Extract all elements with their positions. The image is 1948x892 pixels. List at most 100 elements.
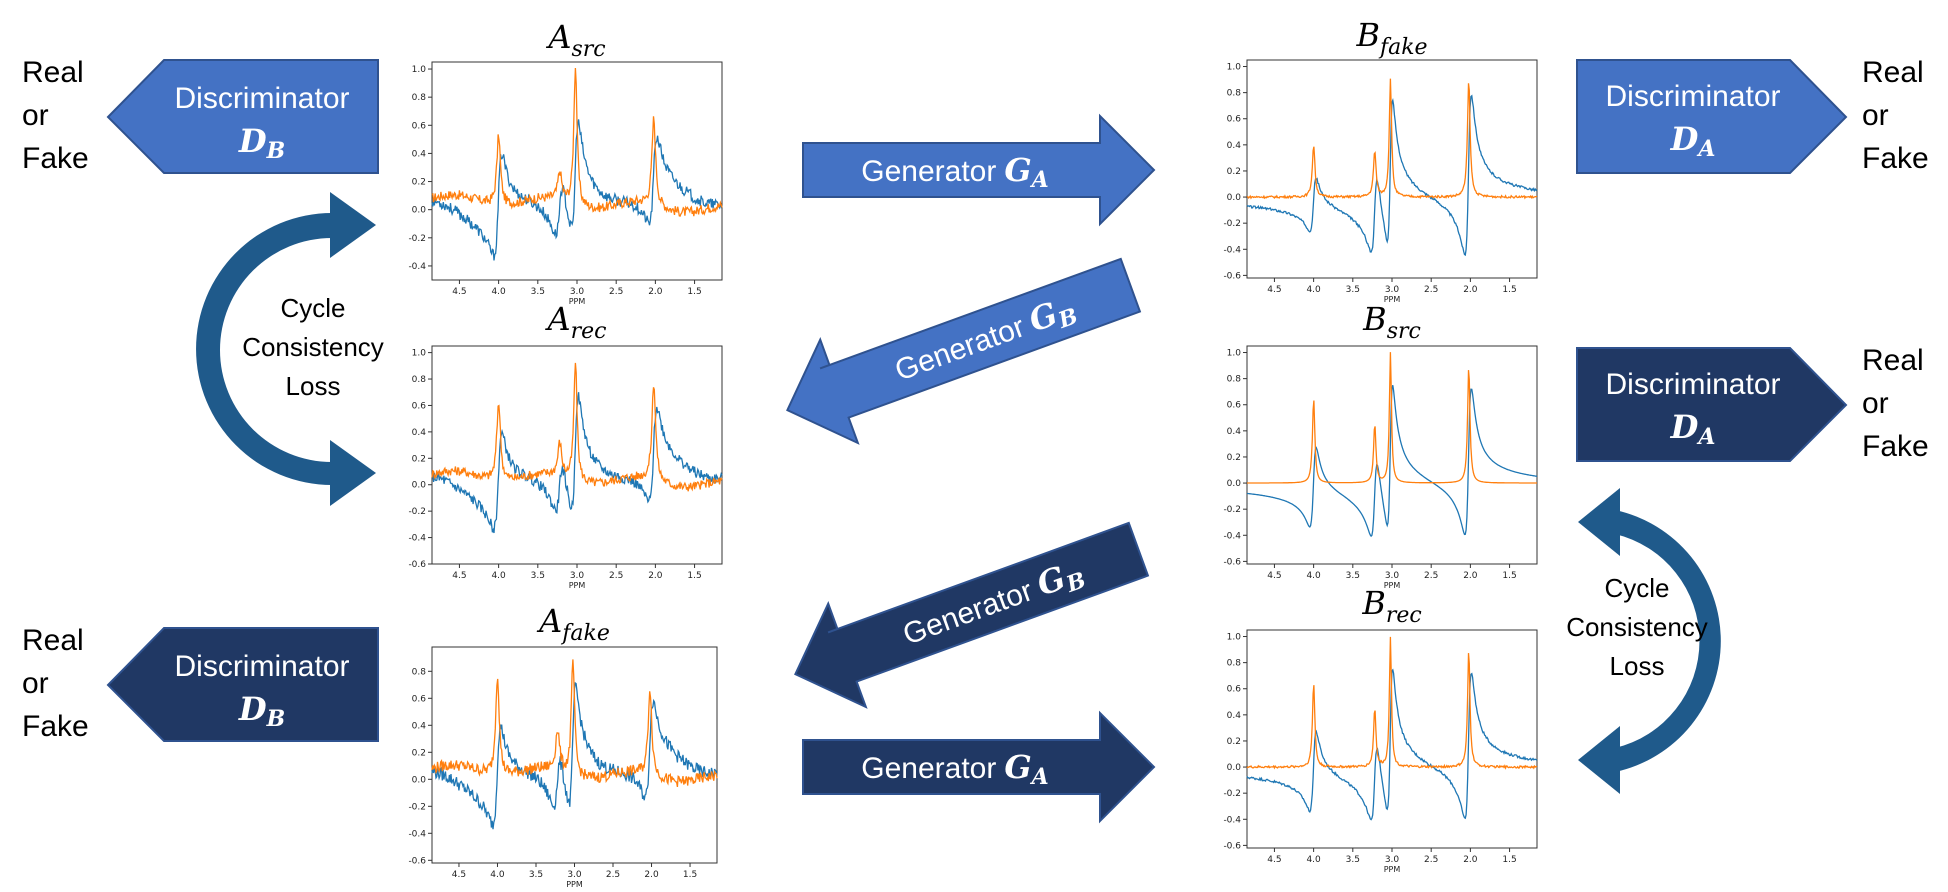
- y-tick-label: 0.2: [1227, 737, 1241, 747]
- y-tick-label: -0.4: [408, 534, 426, 544]
- cycle-consistency-label-right: Cycle Consistency Loss: [1566, 573, 1708, 681]
- discriminator-label: Discriminator: [1605, 368, 1780, 401]
- plot-frame: [431, 345, 723, 565]
- svg-text:or: or: [22, 667, 49, 700]
- y-tick-label: 0.4: [1227, 141, 1242, 151]
- trace-orange: [1246, 78, 1538, 200]
- svg-text:Consistency: Consistency: [242, 332, 384, 362]
- x-tick-label: 2.5: [609, 287, 623, 297]
- x-tick-label: 3.5: [529, 870, 543, 880]
- x-tick-label: 4.5: [452, 287, 466, 297]
- discriminator-symbol: DB: [238, 122, 285, 164]
- y-tick-label: 0.8: [1227, 375, 1242, 385]
- x-tick-label: 2.5: [1424, 571, 1438, 581]
- x-tick-label: 2.5: [606, 870, 620, 880]
- y-tick-label: -0.6: [1223, 271, 1241, 281]
- y-tick-label: 0.6: [1227, 685, 1242, 695]
- x-tick-label: 4.5: [1267, 855, 1281, 865]
- plot-frame: [1246, 345, 1538, 565]
- y-tick-label: 0.2: [1227, 453, 1241, 463]
- y-tick-label: 0.6: [1227, 115, 1242, 125]
- svg-text:Cycle: Cycle: [280, 293, 345, 323]
- plot-title: Arec: [545, 300, 607, 344]
- trace-orange: [431, 67, 723, 217]
- x-tick-label: 3.5: [1346, 285, 1360, 295]
- y-tick-label: -0.4: [408, 829, 426, 839]
- discriminator-da-top: Discriminator DA: [1576, 59, 1848, 174]
- cycle-arrow-right: [1578, 488, 1721, 794]
- y-tick-label: 0.8: [1227, 89, 1242, 99]
- plot-title: Brec: [1361, 584, 1421, 628]
- x-tick-label: 3.0: [1385, 285, 1400, 295]
- plot-a-rec: Arec 4.5 4.0 3.5 3.0 2.5 2.0 1.5 PPM -0.6 -0.4 -0.2…: [408, 300, 723, 590]
- x-axis-label: PPM: [569, 297, 586, 306]
- svg-text:Real: Real: [1862, 56, 1924, 89]
- x-tick-label: 3.5: [531, 571, 545, 581]
- discriminator-da-middle: Discriminator DA: [1576, 347, 1848, 462]
- x-tick-label: 4.5: [1267, 571, 1281, 581]
- x-axis-label: PPM: [566, 880, 583, 889]
- svg-text:Loss: Loss: [286, 371, 341, 401]
- generator-gb-upper: GeneratorGB: [786, 257, 1142, 445]
- y-tick-label: 0.0: [412, 481, 427, 491]
- x-tick-label: 2.0: [1463, 855, 1478, 865]
- x-tick-label: 1.5: [1502, 855, 1516, 865]
- y-tick-label: 0.8: [412, 375, 427, 385]
- plot-b-src: Bsrc 4.5 4.0 3.5 3.0 2.5 2.0 1.5 PPM -0.6 -0.4 -0.2…: [1223, 300, 1538, 590]
- generator-label: Generator GA: [861, 151, 1048, 193]
- generator-label: Generator GA: [861, 748, 1048, 790]
- x-tick-label: 4.5: [452, 571, 466, 581]
- plot-a-fake: Afake 4.5 4.0 3.5 3.0 2.5 2.0 1.5 PPM -0.6 -0.4 -0.…: [408, 602, 718, 889]
- y-tick-label: -0.6: [408, 560, 426, 570]
- y-tick-label: 0.2: [412, 748, 426, 758]
- x-tick-label: 1.5: [683, 870, 697, 880]
- generator-gb-lower: GeneratorGB: [794, 521, 1150, 709]
- y-tick-label: 0.4: [412, 721, 427, 731]
- y-tick-label: 1.0: [1227, 63, 1242, 73]
- x-tick-label: 2.5: [1424, 855, 1438, 865]
- plot-title: Afake: [536, 602, 610, 646]
- y-tick-label: -0.2: [1223, 219, 1241, 229]
- x-tick-label: 1.5: [1502, 571, 1516, 581]
- x-tick-label: 3.5: [1346, 571, 1360, 581]
- x-tick-label: 4.5: [1267, 285, 1281, 295]
- svg-text:Real: Real: [22, 56, 84, 89]
- y-tick-label: 1.0: [412, 349, 427, 359]
- x-tick-label: 1.5: [687, 571, 701, 581]
- plot-b-rec: Brec 4.5 4.0 3.5 3.0 2.5 2.0 1.5 PPM -0.6 -0.4 -0.2…: [1223, 584, 1538, 874]
- cycle-arrow-left: [196, 192, 376, 506]
- x-tick-label: 1.5: [1502, 285, 1516, 295]
- x-tick-label: 2.5: [609, 571, 623, 581]
- x-tick-label: 4.0: [491, 287, 506, 297]
- y-tick-label: 0.2: [1227, 167, 1241, 177]
- cycle-consistency-label-left: Cycle Consistency Loss: [242, 293, 384, 401]
- discriminator-db-bottom: Discriminator DB: [106, 627, 379, 742]
- x-tick-label: 4.0: [1306, 285, 1321, 295]
- y-tick-label: 0.6: [412, 694, 427, 704]
- svg-text:or: or: [1862, 99, 1889, 132]
- x-tick-label: 2.0: [648, 287, 663, 297]
- y-tick-label: 0.6: [1227, 401, 1242, 411]
- y-tick-label: -0.4: [1223, 531, 1241, 541]
- y-tick-label: -0.2: [1223, 789, 1241, 799]
- y-tick-label: 0.2: [412, 178, 426, 188]
- x-tick-label: 2.5: [1424, 285, 1438, 295]
- svg-text:Loss: Loss: [1610, 651, 1665, 681]
- x-tick-label: 3.0: [570, 571, 585, 581]
- y-tick-label: 0.0: [412, 206, 427, 216]
- generator-ga-bottom: Generator GA: [802, 710, 1156, 824]
- y-tick-label: -0.4: [1223, 245, 1241, 255]
- real-fake-label-bottom-left: Real or Fake: [22, 624, 89, 743]
- x-tick-label: 4.0: [491, 571, 506, 581]
- x-tick-label: 4.5: [452, 870, 466, 880]
- plot-a-src: Asrc 4.5 4.0 3.5 3.0 2.5 2.0 1.5 PPM -0.4 -0.2 0.0 0…: [408, 18, 723, 306]
- y-tick-label: -0.4: [1223, 815, 1241, 825]
- svg-text:Consistency: Consistency: [1566, 612, 1708, 642]
- svg-text:Fake: Fake: [22, 142, 89, 175]
- plot-title: Bsrc: [1362, 300, 1421, 344]
- x-tick-label: 1.5: [687, 287, 701, 297]
- y-tick-label: 0.4: [1227, 711, 1242, 721]
- plot-frame: [1246, 59, 1538, 279]
- svg-text:Real: Real: [1862, 344, 1924, 377]
- y-tick-label: -0.6: [1223, 557, 1241, 567]
